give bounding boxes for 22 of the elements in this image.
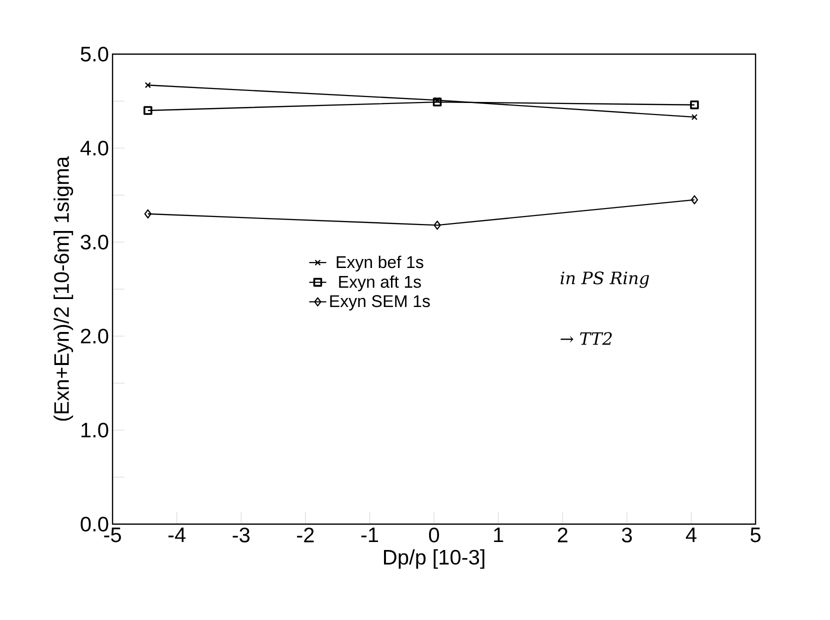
x-tick-label: 0 xyxy=(429,528,440,542)
x-tick-label: -3 xyxy=(232,528,250,542)
x-tick-label: -1 xyxy=(361,528,378,542)
y-axis-title: (Exn+Eyn)/2 [10-6m] 1sigma xyxy=(54,156,74,421)
legend-label: Exyn bef 1s xyxy=(336,256,424,272)
y-tick-label: 3.0 xyxy=(80,234,108,250)
x-tick-label: 1 xyxy=(494,528,504,542)
legend-label: Exyn SEM 1s xyxy=(330,295,430,311)
legend-label: Exyn aft 1s xyxy=(339,275,421,292)
x-tick-label: 2 xyxy=(558,528,568,542)
x-tick-label: -4 xyxy=(168,528,186,542)
x-axis-title: Dp/p [10-3] xyxy=(384,549,484,569)
y-tick-label: 1.0 xyxy=(82,422,108,438)
annotation: → TT2 xyxy=(560,332,612,345)
x-tick-label: 3 xyxy=(622,528,632,542)
annotation: in PS Ring xyxy=(560,272,649,288)
y-tick-label: 4.0 xyxy=(80,140,108,156)
y-tick-label: 5.0 xyxy=(80,46,108,62)
x-tick-label: 5 xyxy=(750,528,760,542)
y-tick-label: 2.0 xyxy=(80,328,108,344)
x-tick-label: 4 xyxy=(686,528,696,542)
x-tick-label: -2 xyxy=(297,528,314,542)
